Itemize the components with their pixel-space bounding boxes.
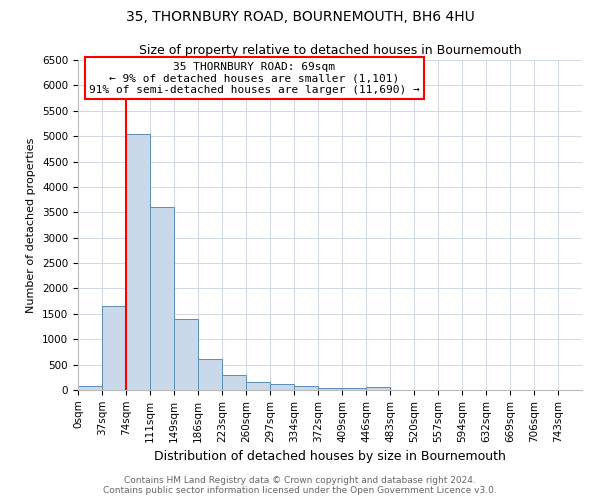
Bar — [222, 375, 246, 390]
Title: Size of property relative to detached houses in Bournemouth: Size of property relative to detached ho… — [139, 44, 521, 58]
Bar — [126, 134, 150, 390]
Bar — [318, 388, 342, 390]
Bar — [270, 384, 294, 390]
Text: Contains HM Land Registry data © Crown copyright and database right 2024.
Contai: Contains HM Land Registry data © Crown c… — [103, 476, 497, 495]
X-axis label: Distribution of detached houses by size in Bournemouth: Distribution of detached houses by size … — [154, 450, 506, 463]
Bar — [366, 387, 390, 390]
Bar — [246, 382, 270, 390]
Text: 35, THORNBURY ROAD, BOURNEMOUTH, BH6 4HU: 35, THORNBURY ROAD, BOURNEMOUTH, BH6 4HU — [125, 10, 475, 24]
Text: 35 THORNBURY ROAD: 69sqm
← 9% of detached houses are smaller (1,101)
91% of semi: 35 THORNBURY ROAD: 69sqm ← 9% of detache… — [89, 62, 420, 95]
Bar — [78, 386, 102, 390]
Bar — [102, 306, 126, 390]
Bar — [198, 358, 222, 390]
Bar — [294, 386, 318, 390]
Y-axis label: Number of detached properties: Number of detached properties — [26, 138, 37, 312]
Bar — [150, 207, 174, 390]
Bar — [342, 388, 366, 390]
Bar — [174, 319, 198, 390]
